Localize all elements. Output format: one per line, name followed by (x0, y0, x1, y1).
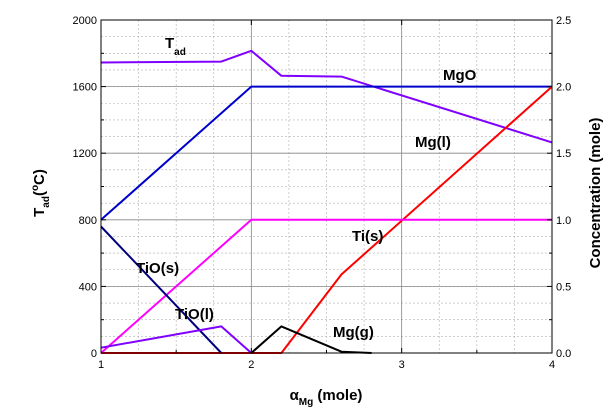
y-right-tick-label: 2.0 (556, 82, 571, 94)
grid (100, 19, 553, 354)
y-left-tick-label: 0 (91, 348, 97, 360)
y-axis-left-title: Tad(oC) (30, 169, 52, 217)
y-right-tick-label: 0.0 (556, 348, 571, 360)
y-left-tick-label: 800 (79, 215, 97, 227)
series-line-tiol (100, 325, 252, 354)
series-label-tiol: TiO(l) (175, 306, 214, 323)
x-tick-label: 3 (399, 359, 405, 371)
y-left-tick-label: 2000 (73, 15, 97, 27)
series-label-tios: TiO(s) (136, 260, 179, 277)
series-label-tis: Ti(s) (352, 228, 383, 245)
y-right-tick-label: 0.5 (556, 281, 571, 293)
y-axis-right-title: Concentration (mole) (587, 118, 604, 269)
x-tick-label: 2 (248, 359, 254, 371)
axis-ticks: 1 2 3 4 0 400 800 1200 1600 2000 0.0 0.5 1.0 1.5 2.0 2.… (73, 15, 572, 371)
series-label-mgg: Mg(g) (333, 324, 374, 341)
series-line-mgo (100, 85, 552, 221)
series-label-tad: Tad (165, 35, 186, 58)
series-label-mgo: MgO (443, 67, 477, 84)
y-right-tick-label: 1.0 (556, 215, 571, 227)
series-line-tios (100, 225, 223, 354)
x-tick-label: 4 (549, 359, 555, 371)
series-line-mgg (250, 325, 372, 354)
series-label-mgl: Mg(l) (415, 134, 451, 151)
y-right-tick-label: 2.5 (556, 15, 571, 27)
y-left-tick-label: 1200 (73, 148, 97, 160)
y-right-tick-label: 1.5 (556, 148, 571, 160)
y-left-tick-label: 400 (79, 281, 97, 293)
series-line-tis (100, 218, 552, 354)
x-tick-label: 1 (98, 359, 104, 371)
x-axis-title: αMg (mole) (290, 387, 363, 408)
y-left-tick-label: 1600 (73, 82, 97, 94)
